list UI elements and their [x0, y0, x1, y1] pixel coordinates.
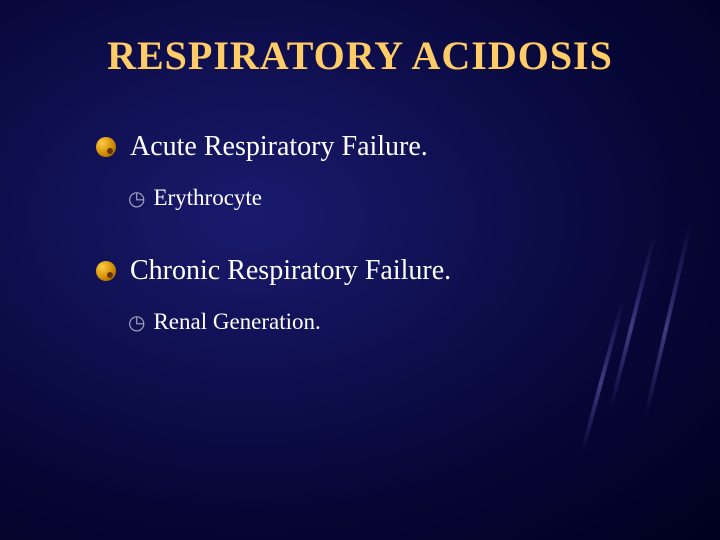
sub-list-item-text: Erythrocyte [153, 185, 262, 211]
sub-list-item: ◷ Erythrocyte [128, 185, 720, 211]
gold-bullet-icon [96, 261, 116, 281]
clock-bullet-icon: ◷ [128, 186, 145, 211]
slide-title: RESPIRATORY ACIDOSIS [0, 0, 720, 79]
clock-bullet-icon: ◷ [128, 310, 145, 335]
sub-list-item-text: Renal Generation. [153, 309, 320, 335]
gold-bullet-icon [96, 137, 116, 157]
slide-content: Acute Respiratory Failure. ◷ Erythrocyte… [0, 79, 720, 335]
list-item-text: Acute Respiratory Failure. [130, 131, 428, 163]
list-item: Acute Respiratory Failure. [96, 131, 720, 163]
list-item-text: Chronic Respiratory Failure. [130, 255, 451, 287]
list-item: Chronic Respiratory Failure. [96, 255, 720, 287]
